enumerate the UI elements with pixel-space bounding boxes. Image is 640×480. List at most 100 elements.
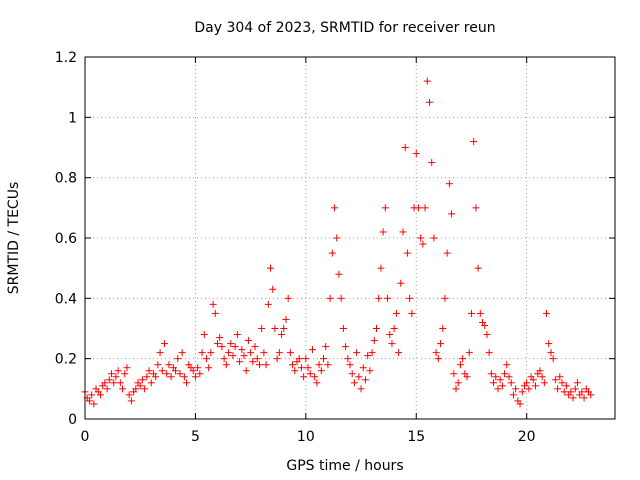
data-point <box>401 144 409 151</box>
data-point <box>492 373 500 381</box>
data-point <box>452 385 460 393</box>
data-point <box>249 358 257 366</box>
data-point <box>233 331 241 339</box>
data-point <box>297 364 305 372</box>
data-point <box>326 294 334 302</box>
data-point <box>337 294 345 302</box>
data-point <box>569 394 577 402</box>
data-point <box>262 361 270 369</box>
data-point <box>397 279 405 287</box>
data-point <box>251 343 259 351</box>
data-point <box>370 337 378 345</box>
data-point <box>331 204 339 212</box>
data-point <box>388 340 396 348</box>
data-point <box>202 355 210 363</box>
data-point <box>176 370 184 378</box>
x-tick-label: 20 <box>518 429 536 445</box>
data-point <box>472 204 480 212</box>
data-point <box>225 349 233 357</box>
data-point <box>147 379 155 387</box>
data-point <box>523 379 531 387</box>
data-point <box>315 361 323 369</box>
data-point <box>165 361 173 369</box>
data-point <box>275 349 283 357</box>
data-point <box>538 373 546 381</box>
data-point <box>156 349 164 357</box>
y-tick-label: 1.2 <box>55 50 77 66</box>
data-point <box>328 249 336 257</box>
data-point <box>494 385 502 393</box>
data-point <box>216 334 224 342</box>
data-point <box>116 379 124 387</box>
data-point <box>359 364 367 372</box>
data-point <box>496 376 504 384</box>
data-point <box>211 309 219 317</box>
data-point <box>558 379 566 387</box>
data-point <box>490 379 498 387</box>
data-point <box>525 385 533 393</box>
data-point <box>512 385 520 393</box>
data-point <box>227 340 235 348</box>
data-point <box>516 400 524 408</box>
data-point <box>240 352 248 360</box>
data-point <box>96 391 104 399</box>
data-point <box>379 228 387 236</box>
data-point <box>180 373 188 381</box>
data-point <box>196 370 204 378</box>
data-point <box>317 367 325 375</box>
data-point <box>253 355 261 363</box>
data-point <box>428 159 436 167</box>
data-point <box>308 346 316 354</box>
axis-ticks: 0 0.2 0.4 0.6 0.8 1 1.2 0 5 10 15 20 <box>55 50 615 445</box>
data-point <box>465 349 473 357</box>
data-point <box>587 391 595 399</box>
data-point <box>578 388 586 396</box>
data-point <box>260 349 268 357</box>
data-point <box>560 388 568 396</box>
y-tick-label: 0.8 <box>55 171 77 187</box>
data-point <box>543 309 551 317</box>
data-point <box>119 385 127 393</box>
data-point <box>487 370 495 378</box>
data-point <box>220 355 228 363</box>
data-point <box>194 364 202 372</box>
data-point <box>567 388 575 396</box>
data-point <box>432 349 440 357</box>
data-point <box>178 349 186 357</box>
data-point <box>295 355 303 363</box>
data-point <box>423 77 431 85</box>
data-point <box>229 352 237 360</box>
data-point <box>103 385 111 393</box>
grid-layer <box>85 57 615 419</box>
data-point <box>485 349 493 357</box>
chart-title: Day 304 of 2023, SRMTID for receiver reu… <box>194 20 495 36</box>
data-point <box>306 370 314 378</box>
y-axis-title: SRMTID / TECUs <box>6 182 22 295</box>
data-point <box>529 376 537 384</box>
data-point <box>540 379 548 387</box>
data-point <box>200 331 208 339</box>
data-point <box>443 249 451 257</box>
data-point <box>573 379 581 387</box>
data-point <box>322 343 330 351</box>
data-point <box>399 228 407 236</box>
data-point <box>244 337 252 345</box>
data-points <box>81 77 595 408</box>
data-point <box>313 379 321 387</box>
data-point <box>368 349 376 357</box>
data-point <box>191 373 199 381</box>
data-point <box>361 376 369 384</box>
data-point <box>556 373 564 381</box>
data-point <box>267 264 274 272</box>
data-point <box>366 367 374 375</box>
data-point <box>255 361 263 369</box>
data-point <box>353 349 361 357</box>
data-point <box>320 355 327 363</box>
data-point <box>463 373 471 381</box>
data-point <box>189 367 197 375</box>
data-point <box>375 294 383 302</box>
data-point <box>551 376 559 384</box>
data-point <box>377 264 385 272</box>
data-point <box>138 376 146 384</box>
data-point <box>417 234 425 242</box>
